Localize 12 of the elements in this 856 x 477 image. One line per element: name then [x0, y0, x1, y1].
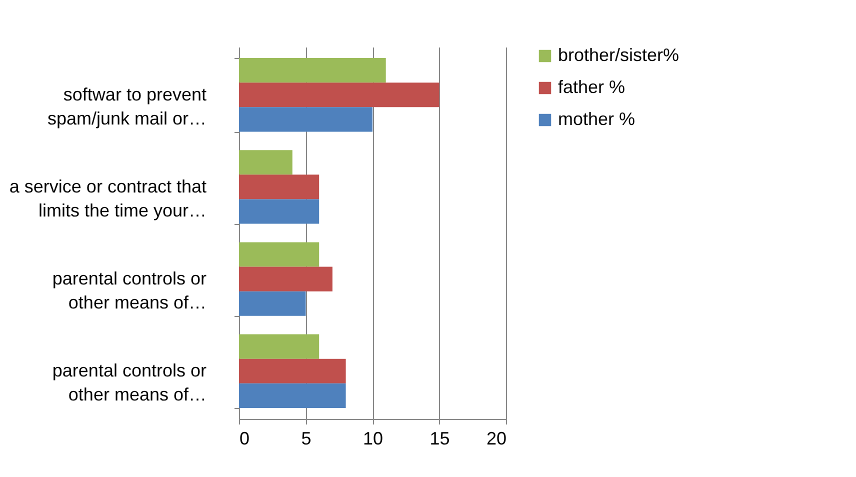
- x-tick-label: 15: [430, 428, 450, 448]
- x-tick-label: 20: [486, 428, 506, 448]
- y-tick-label: a service or contract that limits the time your…: [9, 176, 206, 220]
- x-tick-label: 0: [240, 428, 250, 448]
- y-tick-label: parental controls or other means of…: [52, 360, 206, 405]
- x-tick-label: 5: [301, 428, 312, 448]
- y-tick-label: parental controls or other means of…: [52, 268, 206, 313]
- y-tick-label: softwar to prevent spam/junk mail or…: [47, 84, 206, 128]
- x-tick-label: 10: [362, 428, 384, 448]
- legend-label: mother %: [558, 109, 636, 129]
- legend-label: father %: [558, 77, 626, 97]
- legend-label: brother/sister%: [558, 45, 680, 65]
